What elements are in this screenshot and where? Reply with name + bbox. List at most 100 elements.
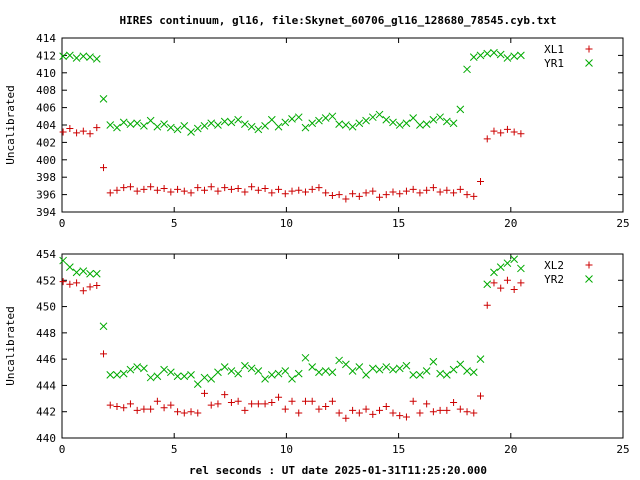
data-point [490,268,498,277]
data-point [348,122,357,131]
data-point [275,393,283,401]
data-point [368,113,377,122]
y-axis-label: Uncalibrated [4,306,17,385]
data-point [436,406,444,414]
data-point [422,367,431,375]
x-tick-label: 20 [504,443,517,456]
data-point [369,187,377,195]
data-point [315,184,323,192]
data-point [133,187,141,195]
data-point [335,120,343,128]
data-point [180,122,189,130]
data-point [456,360,465,369]
data-point [66,124,74,132]
data-point [247,122,256,131]
data-point [221,391,229,399]
data-point [402,413,410,421]
data-point [349,190,357,198]
data-point [288,115,296,123]
data-point [470,192,478,200]
data-point [294,369,303,378]
data-point [99,95,108,103]
data-point [187,371,195,379]
data-point [436,369,444,378]
data-point [59,256,67,265]
data-point [382,191,390,199]
data-point [207,119,216,128]
x-tick-label: 25 [616,217,629,230]
data-point [73,129,81,137]
data-point [193,124,202,133]
data-point [436,188,444,196]
data-point [248,183,256,191]
data-point [66,51,74,60]
data-point [295,186,303,194]
data-point [174,185,182,193]
x-tick-label: 25 [616,443,629,456]
data-point [362,189,370,197]
data-point [335,356,343,365]
data-point [187,189,195,197]
data-point [214,400,222,408]
top-panel: 0 5 10 15 20 25 394 396 398 400 402 404 406 408 410 412… [4,32,630,230]
data-point [92,55,101,63]
data-point [140,405,148,413]
data-point [146,373,155,382]
data-point [389,409,397,417]
data-point [510,285,518,293]
data-point [120,184,128,192]
legend-marker [585,59,593,67]
data-point [517,51,525,60]
data-point [449,365,458,374]
data-point [335,191,343,199]
y-tick-label: 454 [36,248,56,261]
legend-label: XL2 [544,259,564,272]
data-point [456,105,465,114]
data-point [483,135,491,143]
bottom-panel: 0 5 10 15 20 25 440 442 444 446 448 450 452 454 Uncali… [4,248,630,456]
data-point [113,186,121,194]
data-point [429,408,437,416]
data-point [416,371,424,379]
x-tick-label: 15 [392,217,405,230]
data-point [126,120,135,128]
data-point [409,185,417,193]
x-tick-label: 10 [280,443,293,456]
data-point [301,353,310,362]
data-point [429,115,438,124]
data-point [308,397,316,405]
legend-label: YR1 [544,57,564,70]
y-tick-label: 414 [36,32,56,45]
data-point [281,367,290,375]
data-point [59,128,67,136]
data-point [254,125,263,134]
data-point [274,122,283,131]
data-point [79,52,88,61]
data-point [221,184,229,192]
legend-marker [585,45,593,53]
data-point [73,279,81,287]
data-point [241,361,249,370]
data-point [72,54,81,62]
data-point [187,128,195,136]
data-point [166,368,175,377]
data-point [86,269,94,278]
data-point [200,389,208,397]
data-point [490,127,498,135]
data-point [369,410,377,418]
y-tick-label: 406 [36,102,56,115]
legend-label: XL1 [544,43,564,56]
data-point [153,397,161,405]
data-point [147,405,155,413]
data-point [193,380,202,388]
legend-marker [585,275,593,283]
data-point [490,48,498,57]
data-point [268,399,276,407]
data-point [382,363,391,371]
data-point [335,409,343,417]
data-point [288,375,296,383]
data-point [241,188,249,196]
data-point [113,123,121,132]
data-point [483,280,492,289]
